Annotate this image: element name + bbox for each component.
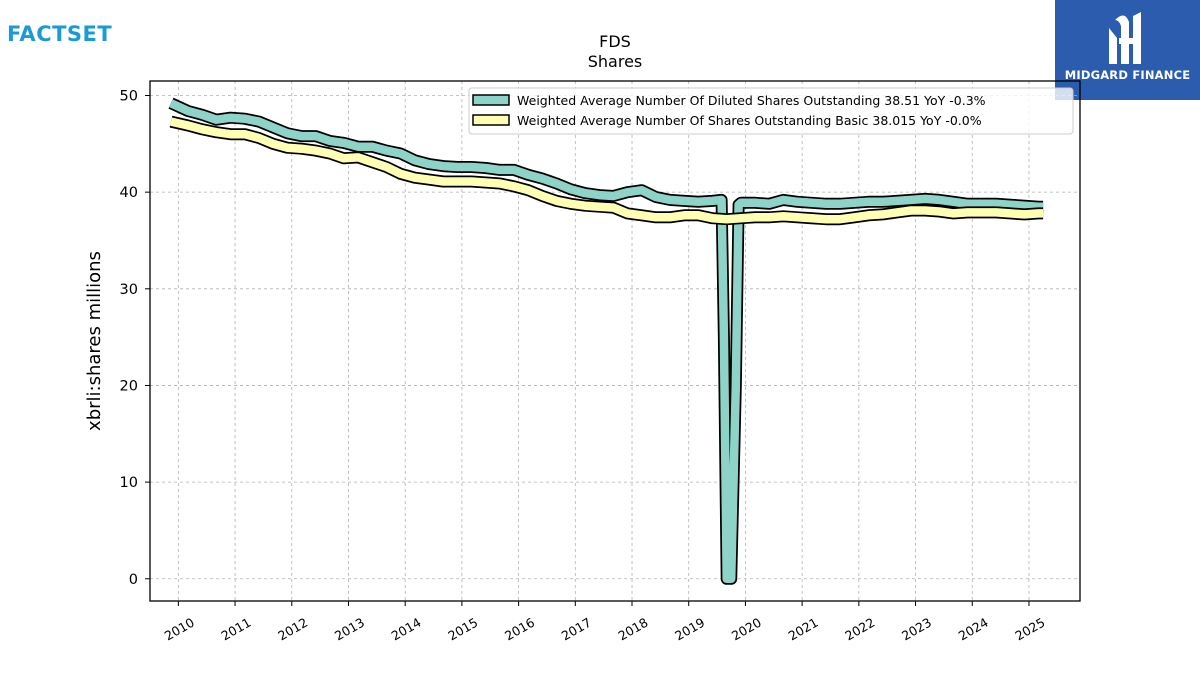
series-layer <box>168 97 1045 585</box>
midgard-finance-wordmark: MIDGARD FINANCE <box>1064 68 1191 82</box>
legend-label: Weighted Average Number Of Diluted Share… <box>517 93 986 108</box>
x-tick-label: 2025 <box>1012 615 1047 644</box>
y-tick-label: 30 <box>120 282 138 298</box>
x-tick-label: 2022 <box>842 615 877 644</box>
x-tick-label: 2012 <box>275 615 310 644</box>
x-tick-label: 2018 <box>615 615 650 644</box>
series-outline-1 <box>168 97 1045 585</box>
factset-logo: FACTSET <box>7 22 113 46</box>
x-tick-label: 2014 <box>389 615 424 644</box>
x-tick-label: 2024 <box>956 615 991 644</box>
y-tick-label: 50 <box>120 88 138 104</box>
legend-swatch <box>472 114 510 126</box>
x-tick-label: 2010 <box>162 615 197 644</box>
x-tick-label: 2015 <box>445 615 480 644</box>
midgard-finance-logo: MIDGARD FINANCE <box>1055 0 1200 100</box>
legend: Weighted Average Number Of Diluted Share… <box>468 87 1074 135</box>
y-axis-label: xbrli:shares millions <box>84 251 105 431</box>
y-axis: 0 10 20 30 40 50 <box>120 88 150 588</box>
x-tick-label: 2017 <box>559 615 594 644</box>
y-tick-label: 20 <box>120 378 138 394</box>
x-tick-label: 2013 <box>332 615 367 644</box>
chart-subtitle: Shares <box>588 52 643 71</box>
x-tick-label: 2016 <box>502 615 537 644</box>
x-tick-label: 2021 <box>786 615 821 644</box>
x-tick-label: 2020 <box>729 615 764 644</box>
plot-frame <box>149 80 1081 602</box>
x-tick-label: 2023 <box>899 615 934 644</box>
x-tick-label: 2011 <box>219 615 254 644</box>
series-line-1 <box>169 99 1044 584</box>
x-tick-label: 2019 <box>672 615 707 644</box>
chart-title: FDS <box>599 32 631 51</box>
y-tick-label: 40 <box>120 185 138 201</box>
y-tick-label: 10 <box>120 475 138 491</box>
grid <box>150 81 1080 601</box>
x-axis: 2010 2011 2012 2013 2014 2015 2016 2017 2018 2019… <box>162 601 1047 644</box>
series-line-2 <box>170 117 1044 224</box>
legend-swatch <box>472 94 510 106</box>
legend-box <box>468 87 1074 135</box>
legend-label: Weighted Average Number Of Shares Outsta… <box>517 113 982 128</box>
y-tick-label: 0 <box>129 572 138 588</box>
midgard-monogram-icon <box>1109 12 1141 65</box>
